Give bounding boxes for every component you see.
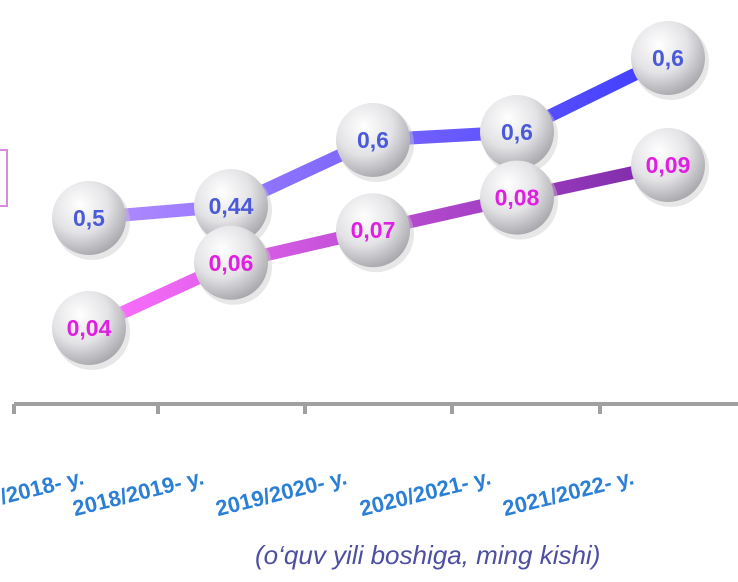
x-tick-labels: 2017/2018- y.2018/2019- y. 2019/2020- y. 2… — [0, 464, 636, 521]
point-bubble — [631, 128, 705, 202]
legend-box — [0, 149, 8, 207]
point-bubble — [52, 181, 126, 255]
x-tick-label: 2018/2019- y. — [70, 464, 206, 521]
series-1-point: 0,6 — [631, 21, 709, 100]
data-points: 0,5 0,44 0,6 0,6 0,6 0,04 0,06 0,07 0,08 0,09 — [52, 21, 709, 370]
point-bubble — [631, 21, 705, 95]
point-bubble — [480, 95, 554, 169]
data-label: 0,5 — [73, 205, 105, 231]
series-1-point: 0,5 — [52, 181, 130, 260]
series-2-point: 0,09 — [631, 128, 709, 207]
x-tick-label: 2020/2021- y. — [357, 464, 493, 521]
series-1-point: 0,44 — [194, 169, 272, 248]
data-label: 0,06 — [209, 250, 254, 276]
point-bubble — [52, 291, 126, 365]
data-label: 0,07 — [351, 217, 396, 243]
x-tick-label: 2021/2022- y. — [500, 464, 636, 521]
data-label: 0,6 — [357, 127, 389, 153]
data-label: 0,09 — [646, 152, 691, 178]
point-bubble — [336, 103, 410, 177]
series-1-point: 0,6 — [480, 95, 558, 174]
x-axis — [12, 402, 738, 414]
data-label: 0,08 — [495, 185, 540, 211]
series-1-point: 0,6 — [336, 103, 414, 182]
point-bubble — [480, 160, 554, 235]
point-bubble — [194, 169, 268, 243]
series-2-point: 0,04 — [52, 291, 130, 370]
series-2-point: 0,07 — [336, 193, 414, 273]
series-2-point: 0,06 — [194, 225, 272, 305]
chart-caption: (o‘quv yili boshiga, ming kishi) — [255, 540, 601, 570]
data-label: 0,04 — [67, 315, 112, 341]
data-label: 0,6 — [652, 45, 684, 71]
data-label: 0,6 — [501, 119, 533, 145]
series-lines — [82, 51, 675, 335]
data-label: 0,44 — [209, 193, 254, 219]
point-bubble — [336, 193, 410, 268]
series-2-point: 0,08 — [480, 160, 558, 240]
point-bubble — [194, 225, 268, 300]
x-tick-label: 2019/2020- y. — [213, 464, 349, 521]
